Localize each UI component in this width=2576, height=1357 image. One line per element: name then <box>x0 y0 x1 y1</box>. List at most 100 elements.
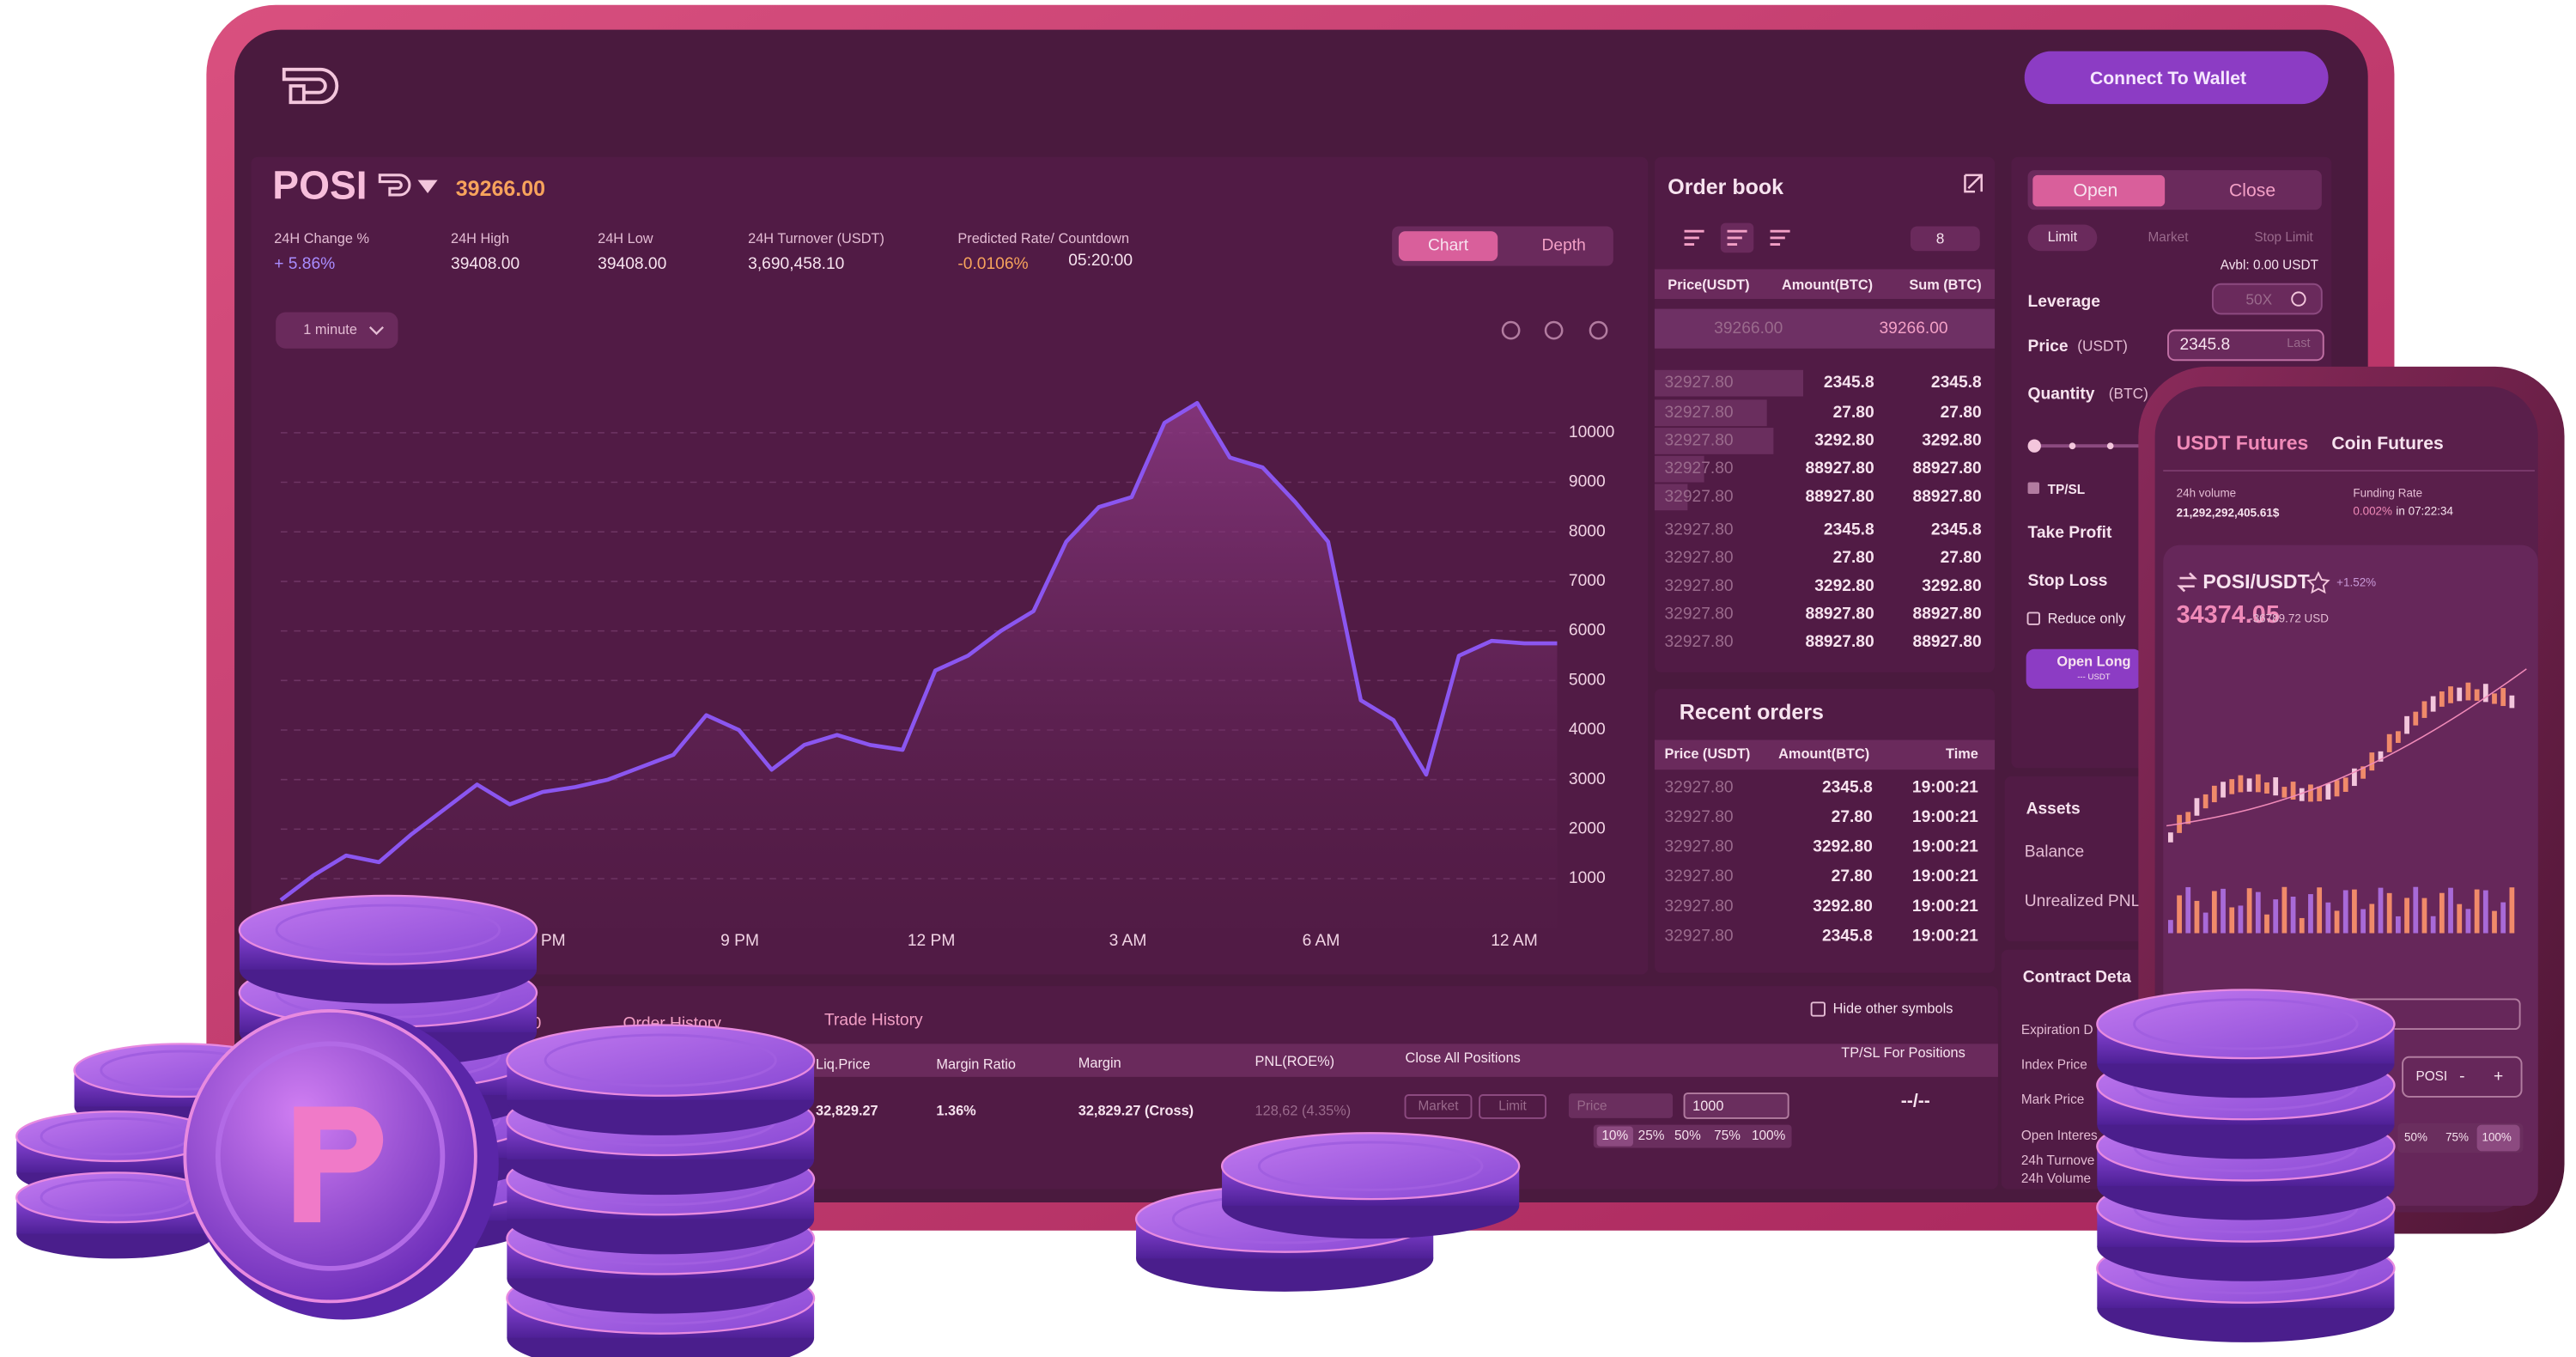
tab[interactable]: Depth <box>1542 237 1586 255</box>
ro-time: 19:00:21 <box>1912 778 1978 796</box>
ob-sum: 88927.80 <box>1913 459 1982 478</box>
price: 39266.00 <box>1714 319 1783 338</box>
tool-icon[interactable] <box>1544 320 1564 340</box>
volume-bar <box>2168 920 2173 934</box>
percent[interactable]: 10% <box>1601 1129 1628 1143</box>
tool-icon[interactable] <box>1501 320 1521 340</box>
price-input-value: 2345.8 <box>2179 336 2230 354</box>
order-type[interactable]: Market <box>2148 230 2190 245</box>
contract-row: 24h Volume <box>2021 1171 2091 1186</box>
button-sub[interactable]: --- USDT <box>2077 672 2111 682</box>
mobile-stepper <box>2402 1056 2523 1098</box>
open-long-button[interactable] <box>2026 648 2142 689</box>
ob-amount: 88927.80 <box>1806 488 1874 506</box>
view-icon[interactable] <box>1684 229 1704 246</box>
price-input[interactable] <box>2167 329 2324 362</box>
slider-dot[interactable] <box>2106 442 2114 450</box>
ob-price: 32927.80 <box>1664 577 1733 595</box>
interval[interactable]: 1 minute <box>303 322 357 338</box>
volume-bar <box>2413 886 2419 934</box>
candle <box>2246 778 2252 792</box>
ob-price: 32927.80 <box>1664 488 1733 506</box>
countdown: 05:20:00 <box>1068 252 1133 270</box>
tab[interactable]: 0 <box>532 1014 542 1032</box>
button-label[interactable]: Limit <box>1498 1099 1527 1114</box>
tab[interactable]: USDT Futures <box>2177 431 2309 453</box>
order-type[interactable]: Stop Limit <box>2254 230 2313 245</box>
button[interactable] <box>1404 1094 1473 1119</box>
view-icon[interactable] <box>1770 229 1790 246</box>
checkbox[interactable] <box>1810 1001 1826 1017</box>
percent[interactable]: 75% <box>1714 1129 1741 1143</box>
ro-time: 19:00:21 <box>1912 808 1978 826</box>
connect-button[interactable] <box>2024 51 2329 105</box>
stepper[interactable]: + <box>2494 1068 2503 1086</box>
button-label[interactable]: Open Long <box>2057 654 2130 669</box>
percent[interactable]: 75% <box>2445 1131 2469 1144</box>
percent[interactable]: 100% <box>2482 1131 2511 1144</box>
coin-inner <box>544 1033 777 1087</box>
stat-value: 3,690,458.10 <box>748 255 844 273</box>
stat-value: 21,292,292,405.61$ <box>2177 507 2280 520</box>
interval-select[interactable] <box>276 312 398 349</box>
button[interactable] <box>1479 1094 1546 1119</box>
percent[interactable]: 25% <box>1638 1129 1665 1143</box>
star-icon[interactable] <box>2306 571 2330 594</box>
candle <box>2194 798 2200 816</box>
percent[interactable]: 50% <box>2404 1131 2427 1144</box>
type-active[interactable] <box>2027 224 2098 252</box>
column-header: Amount(BTC) <box>1778 746 1869 762</box>
amount-input[interactable] <box>1683 1092 1789 1119</box>
volume-bar <box>2430 916 2436 934</box>
tool-icon[interactable] <box>1589 320 1608 340</box>
field-label: Take Profit <box>2028 524 2112 542</box>
slider-dot[interactable] <box>2027 439 2041 453</box>
contract-row: Index Price <box>2021 1057 2087 1072</box>
tab[interactable]: Chart <box>1428 237 1469 255</box>
stat-label: 24H Change % <box>274 231 369 246</box>
depth-select[interactable] <box>1911 226 1980 252</box>
position-cell: 128,62 (4.35%) <box>1255 1104 1352 1119</box>
candle <box>2255 774 2261 793</box>
percent[interactable]: 50% <box>1674 1129 1701 1143</box>
volume-bar <box>2369 904 2375 934</box>
checkbox[interactable] <box>2026 612 2040 625</box>
depth-bar <box>1654 369 1803 397</box>
connect-button-label[interactable]: Connect To Wallet <box>2090 69 2246 88</box>
button-label[interactable]: Market <box>1419 1099 1460 1114</box>
external-icon[interactable] <box>1964 173 1983 193</box>
candle <box>2430 696 2436 712</box>
dropdown-arrow[interactable] <box>417 180 438 194</box>
leverage-box[interactable] <box>2211 283 2323 315</box>
candle <box>2168 832 2173 843</box>
y-tick-label: 2000 <box>1569 819 1606 837</box>
order-type[interactable]: Limit <box>2048 229 2078 245</box>
tab[interactable]: Close <box>2229 181 2275 201</box>
slider-dot[interactable] <box>2069 442 2076 450</box>
percent[interactable]: 100% <box>1752 1129 1786 1143</box>
panel-title: Order book <box>1668 175 1783 199</box>
stepper[interactable]: - <box>2459 1068 2464 1086</box>
column-header[interactable]: Close All Positions <box>1406 1050 1521 1066</box>
field-label: Quantity <box>2028 386 2095 404</box>
settings-icon[interactable] <box>2291 291 2306 307</box>
panel-title: Assets <box>2026 800 2081 818</box>
position-cell: 32,829.27 (Cross) <box>1078 1104 1194 1119</box>
depth[interactable]: 8 <box>1936 229 1945 246</box>
tab[interactable]: Trade History <box>824 1012 923 1030</box>
checkbox[interactable] <box>2027 482 2039 494</box>
volume-bar <box>2386 892 2392 934</box>
tab[interactable]: Coin Futures <box>2331 434 2443 453</box>
tab[interactable]: Open <box>2074 181 2118 201</box>
stat-label: 24H Turnover (USDT) <box>748 231 884 246</box>
view-icon[interactable] <box>1727 229 1747 246</box>
volume-bar <box>2238 905 2244 934</box>
ob-amount: 3292.80 <box>1814 432 1874 450</box>
candle <box>2290 782 2296 800</box>
tab-active[interactable] <box>2032 174 2166 207</box>
ro-amount: 3292.80 <box>1813 838 1872 856</box>
volume-bar <box>2352 889 2357 934</box>
ro-price: 32927.80 <box>1664 898 1733 916</box>
price-input[interactable] <box>1568 1093 1674 1118</box>
chart-tab-active[interactable] <box>1398 231 1498 261</box>
